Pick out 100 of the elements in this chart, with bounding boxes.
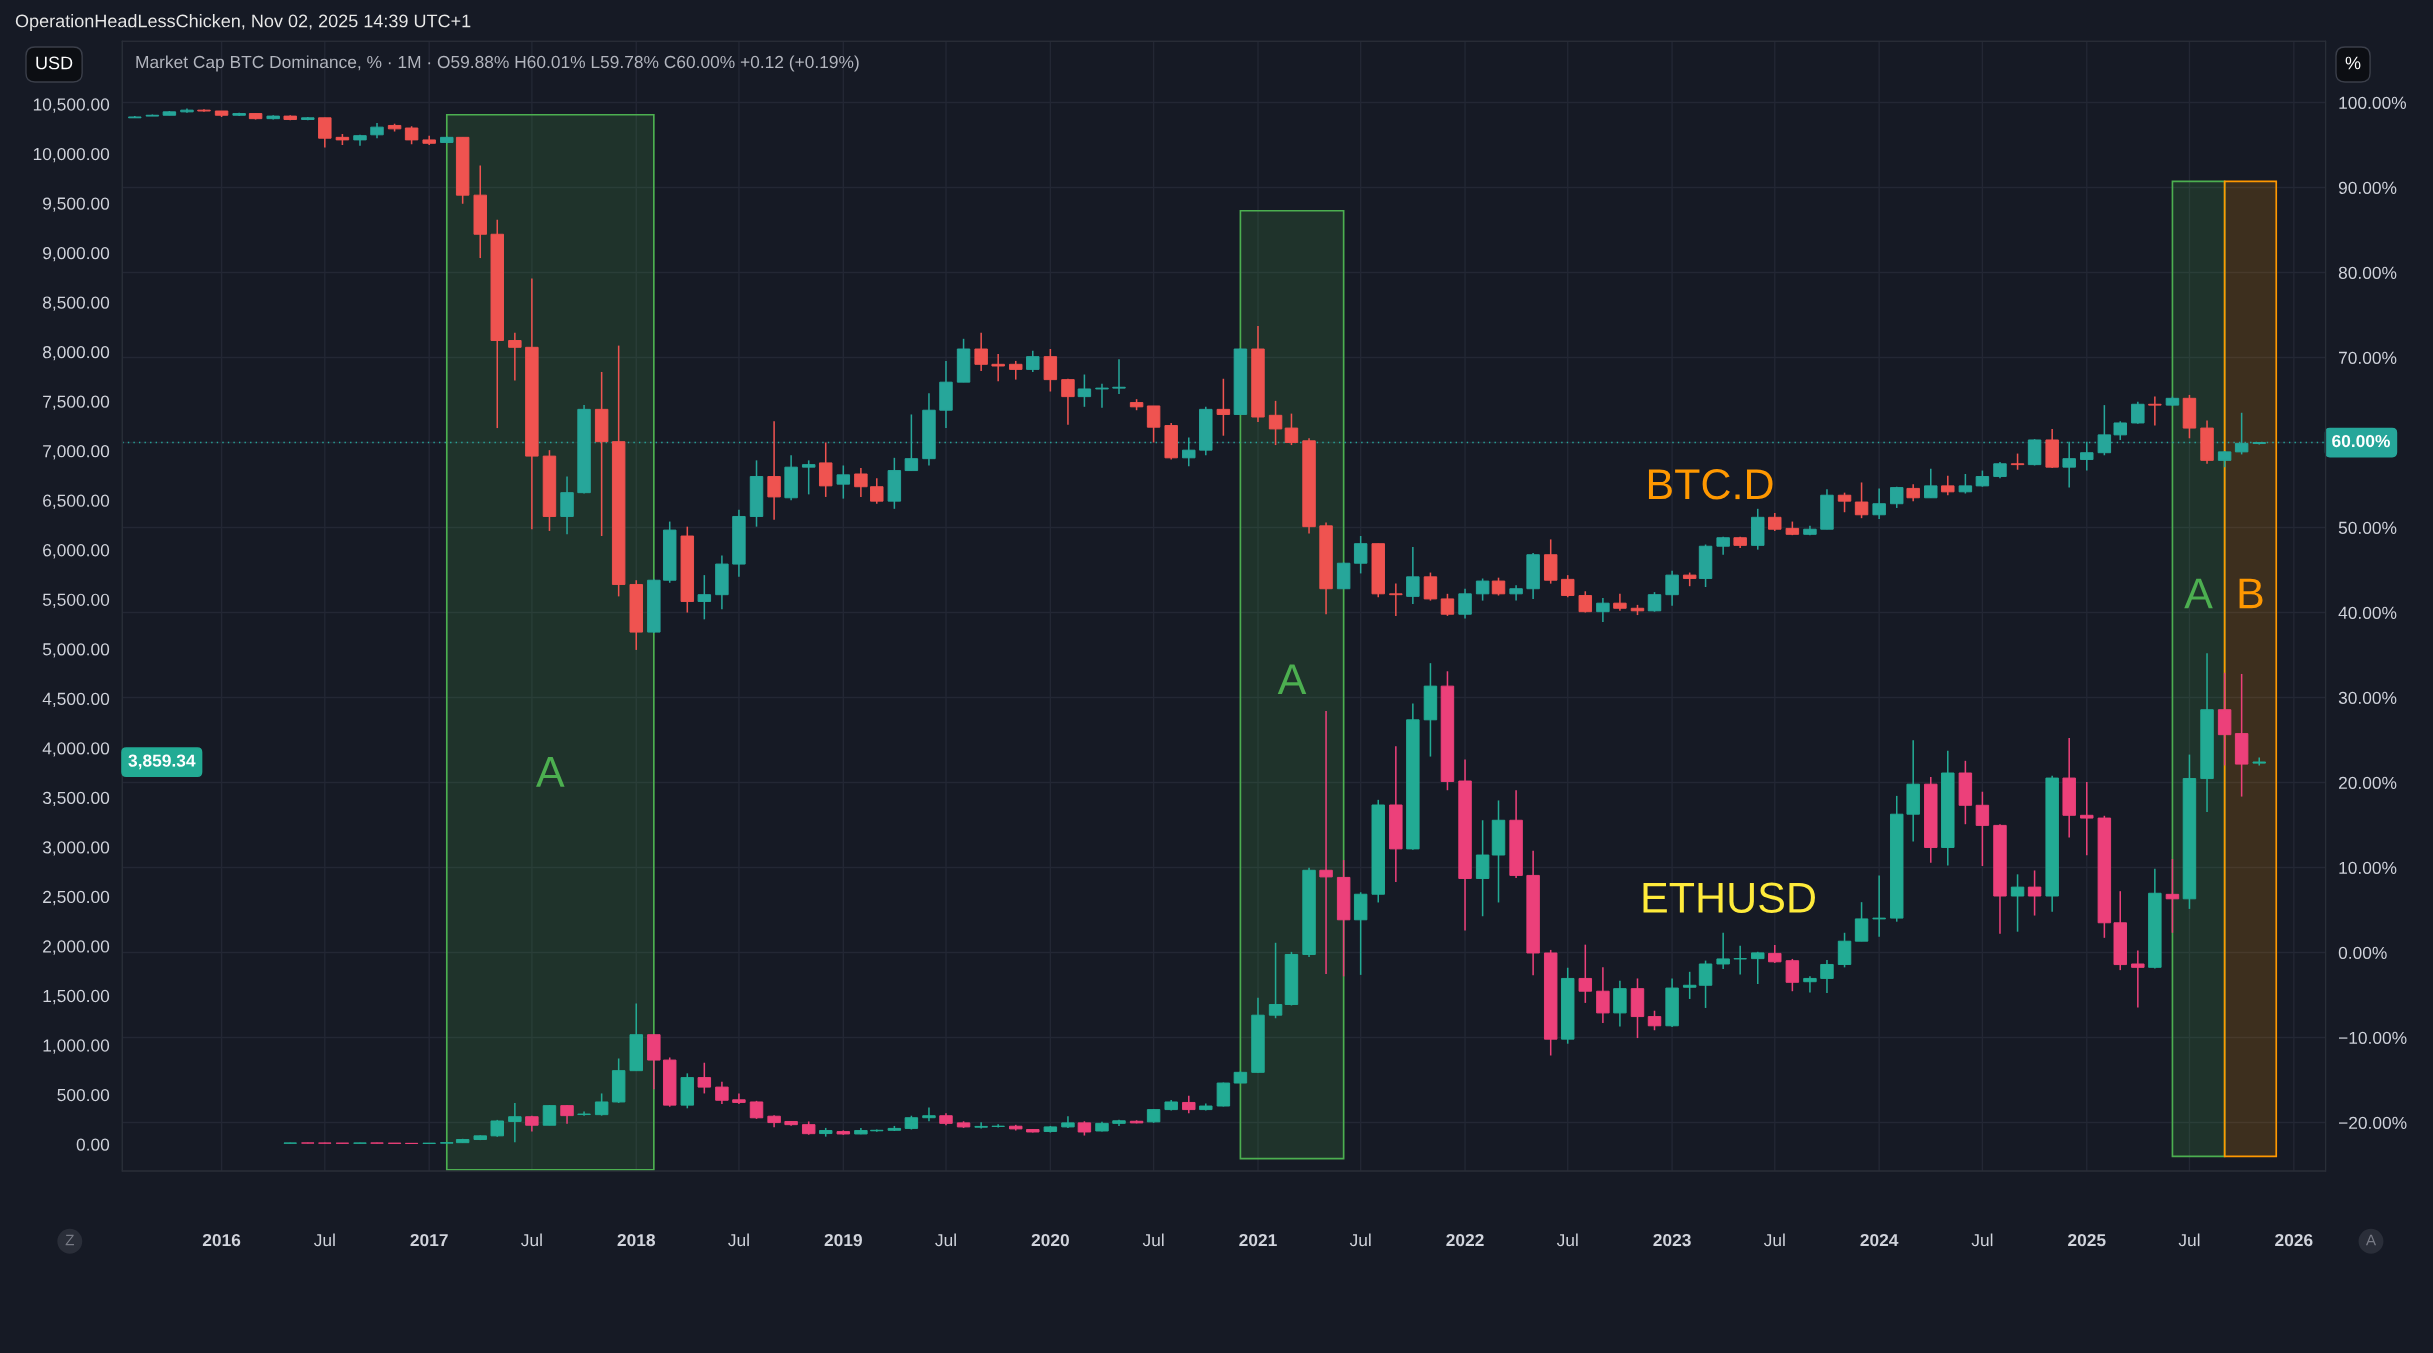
y-tick-label: 10,500.00 [33, 98, 110, 113]
x-tick-label: Jul [2178, 1233, 2200, 1247]
candlestick [922, 1106, 936, 1123]
candlestick [2010, 873, 2025, 933]
candlestick [2165, 858, 2180, 934]
y-tick-label: 3,500.00 [42, 791, 110, 807]
y2-tick-label: 50.00% [2338, 521, 2397, 534]
candlestick [1146, 405, 1161, 444]
candlestick [560, 1104, 574, 1125]
y2-tick-label: 10.00% [2339, 861, 2397, 874]
candlestick [767, 420, 781, 521]
y-tick-label: 2,000.00 [43, 940, 110, 955]
candlestick [1216, 377, 1231, 437]
x-tick-label: Jul [1349, 1233, 1371, 1247]
y-axis-title: USD [36, 56, 73, 70]
y2-tick-label: −20.00% [2338, 1116, 2407, 1130]
candlestick [1061, 377, 1075, 426]
candlestick [1112, 358, 1126, 395]
candlestick [2080, 781, 2094, 857]
candlestick [1665, 570, 1679, 607]
band-label: A [536, 757, 565, 787]
x-tick-label: Jul [1556, 1233, 1578, 1247]
candlestick [1854, 481, 1869, 519]
candlestick [818, 441, 833, 498]
candlestick [697, 574, 712, 621]
y-tick-label: 6,000.00 [43, 544, 110, 559]
y-tick-label: 4,500.00 [42, 692, 110, 708]
y-tick-label: 9,000.00 [43, 246, 110, 262]
x-tick-label: 2023 [1653, 1233, 1691, 1247]
y-tick-label: 5,500.00 [42, 593, 110, 608]
x-tick-label: Jul [1763, 1233, 1785, 1247]
candlestick [1854, 901, 1869, 942]
x-tick-label: 2018 [617, 1233, 656, 1247]
y-tick-label: 9,500.00 [43, 197, 110, 212]
candlestick [577, 1110, 591, 1117]
candlestick [870, 477, 884, 505]
candlestick [1733, 944, 1747, 976]
candlestick [1578, 590, 1593, 614]
y2-tick-label: −10.00% [2338, 1031, 2407, 1045]
candlestick [1560, 574, 1575, 598]
candlestick [1716, 932, 1730, 970]
candlestick [1026, 349, 1040, 373]
x-tick-label: 2019 [824, 1233, 862, 1247]
candlestick [1924, 468, 1938, 499]
candlestick [1596, 597, 1610, 623]
candlestick [2027, 869, 2042, 917]
y2-tick-label: 20.00% [2338, 776, 2397, 789]
candlestick [991, 353, 1005, 383]
candlestick [1872, 874, 1886, 938]
y2-tick-label: 70.00% [2338, 351, 2397, 364]
y-tick-label: 1,000.00 [43, 1039, 110, 1054]
x-tick-label: Jul [313, 1233, 335, 1247]
y2-tick-label: 100.00% [2339, 96, 2407, 109]
y2-tick-label: 0.00% [2338, 946, 2387, 959]
candlestick [1406, 546, 1420, 605]
x-tick-label: Jul [1142, 1233, 1164, 1247]
y2-tick-label: 80.00% [2338, 266, 2397, 279]
y-tick-label: 3,000.00 [42, 841, 110, 856]
candlestick [1872, 487, 1886, 520]
x-tick-label: Jul [728, 1233, 749, 1247]
candlestick [1009, 360, 1023, 381]
series-label: ETHUSD [1643, 882, 1815, 914]
candlestick [2148, 395, 2162, 427]
candlestick [1284, 412, 1299, 446]
candlestick [1423, 571, 1438, 602]
candlestick [1475, 577, 1490, 602]
candlestick [1837, 932, 1852, 969]
y-tick-label: 2,500.00 [43, 890, 110, 906]
band-label: A [1277, 664, 1307, 695]
candlestick [1578, 943, 1593, 1004]
candlestick [1837, 491, 1852, 513]
y2-axis-title: % [2345, 56, 2361, 70]
x-tick-label: Jul [1971, 1233, 1993, 1247]
annotation: 3,859.34 [128, 754, 196, 770]
candlestick [1475, 819, 1490, 918]
text: Market Cap BTC Dominance, % · 1M · O59.88% H60.01% L59.78% C60.00% +0.12 (+0.19%) [136, 55, 859, 72]
x-tick-label: 2017 [410, 1233, 448, 1247]
y-tick-label: 1,500.00 [43, 989, 110, 1005]
candlestick [1647, 591, 1662, 613]
band-label: A [2184, 578, 2213, 609]
x-tick-label: 2020 [1031, 1233, 1069, 1247]
text: Z [65, 1234, 74, 1246]
candlestick [318, 117, 332, 149]
candlestick [697, 1061, 712, 1095]
candlestick [836, 464, 851, 500]
x-tick-label: 2022 [1446, 1233, 1484, 1247]
candlestick [1440, 593, 1455, 617]
candlestick [508, 1102, 522, 1144]
x-tick-label: 2025 [2068, 1233, 2106, 1247]
candlestick [1751, 951, 1765, 985]
y-tick-label: 4,000.00 [42, 742, 110, 757]
y-tick-label: 6,500.00 [43, 494, 110, 509]
candlestick [1682, 971, 1697, 1000]
x-tick-label: 2024 [1860, 1233, 1899, 1247]
y2-tick-label: 30.00% [2338, 691, 2397, 704]
y-tick-label: 500.00 [57, 1088, 110, 1102]
candlestick [1389, 582, 1403, 617]
candlestick [2131, 949, 2145, 1009]
candlestick [1785, 958, 1800, 992]
chart-title: OperationHeadLessChicken, Nov 02, 2025 14:39 UTC+1 [15, 14, 471, 31]
